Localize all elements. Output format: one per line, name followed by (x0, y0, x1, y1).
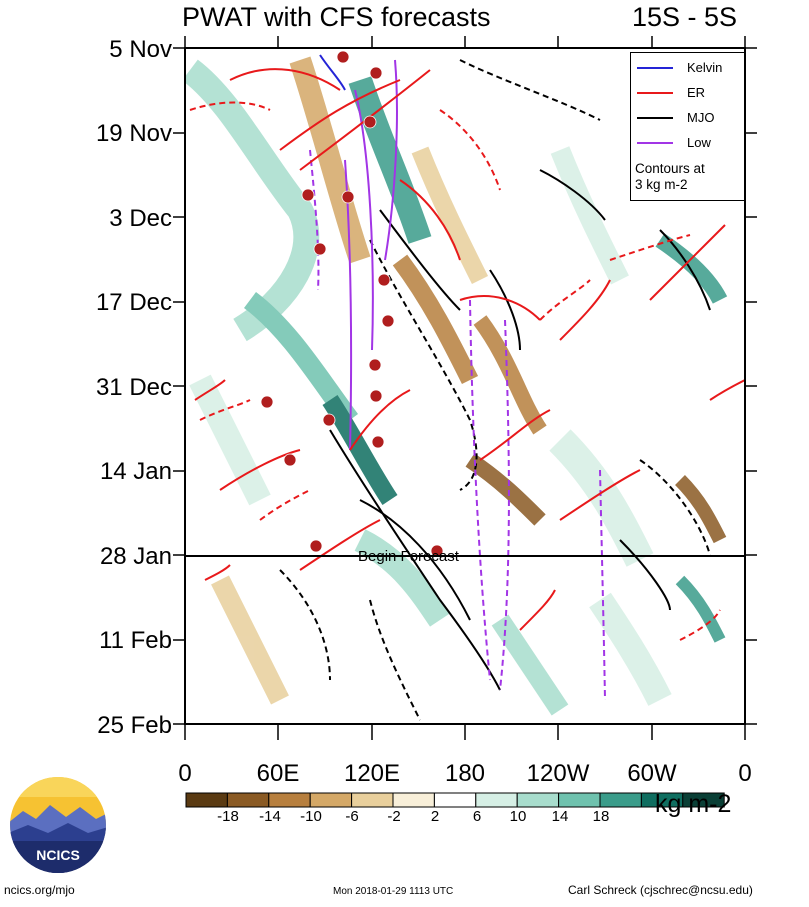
legend-item-kelvin: Kelvin (637, 60, 742, 75)
y-tick-label: 19 Nov (95, 120, 172, 147)
legend-label: ER (687, 85, 706, 100)
y-axis-ticks (173, 47, 757, 725)
x-axis-ticks (184, 36, 746, 740)
legend-label: Low (687, 135, 711, 150)
colorbar-swatch (682, 792, 725, 808)
logo-text: NCICS (36, 847, 80, 863)
legend-label: MJO (687, 110, 715, 125)
colorbar-label: -2 (387, 808, 401, 825)
x-tick-label: 120E (343, 760, 401, 787)
colorbar-swatch (309, 792, 353, 808)
colorbar-label: 10 (509, 808, 527, 825)
legend-label: Kelvin (687, 60, 723, 75)
y-tick-label: 11 Feb (99, 627, 172, 654)
colorbar-swatch (475, 792, 518, 808)
chart-title: PWAT with CFS forecasts (182, 2, 491, 32)
y-tick-label: 14 Jan (99, 458, 172, 485)
colorbar-label: 6 (472, 808, 482, 825)
legend-item-low: Low (637, 135, 742, 150)
colorbar-swatch (226, 792, 270, 808)
x-tick-label: 180 (444, 760, 486, 787)
x-tick-label: 120W (526, 760, 590, 787)
colorbar-swatch (558, 792, 601, 808)
x-tick-label: 60E (256, 760, 300, 787)
footer-left: ncics.org/mjo (4, 883, 75, 897)
y-tick-label: 3 Dec (109, 205, 172, 232)
colorbar-swatch (351, 792, 394, 808)
legend-item-mjo: MJO (637, 110, 742, 125)
colorbar-swatch (433, 792, 477, 808)
legend-item-er: ER (637, 85, 742, 100)
colorbar-swatch (268, 792, 311, 808)
colorbar-label: -18 (217, 808, 239, 825)
colorbar-label: 2 (430, 808, 440, 825)
colorbar-swatch (599, 792, 642, 808)
colorbar-units: kg m-2 (655, 790, 732, 818)
y-tick-label: 28 Jan (99, 543, 172, 570)
colorbar-swatch (185, 792, 228, 808)
footer-right: Carl Schreck (cjschrec@ncsu.edu) (568, 883, 753, 897)
legend-note: Contours at 3 kg m-2 (635, 161, 705, 193)
y-tick-label: 5 Nov (109, 36, 172, 63)
colorbar-swatch (392, 792, 435, 808)
colorbar-label: -6 (345, 808, 359, 825)
colorbar-label: 18 (592, 808, 610, 825)
x-tick-label: 60W (627, 760, 677, 787)
colorbar-label: -14 (259, 808, 281, 825)
colorbar-label: 14 (551, 808, 569, 825)
y-tick-label: 25 Feb (97, 712, 172, 739)
colorbar-label: -10 (300, 808, 322, 825)
legend-swatch (637, 117, 673, 119)
legend-swatch (637, 142, 673, 144)
colorbar (185, 792, 725, 808)
x-tick-label: 0 (738, 760, 752, 787)
y-tick-label: 31 Dec (95, 374, 172, 401)
y-tick-label: 17 Dec (95, 289, 172, 316)
begin-forecast-label: Begin Forecast (358, 548, 459, 565)
x-tick-label: 0 (178, 760, 192, 787)
legend-note-line: 3 kg m-2 (635, 177, 688, 192)
legend: Kelvin ER MJO Low Contours at 3 kg m-2 (630, 52, 745, 201)
colorbar-swatch (516, 792, 560, 808)
legend-swatch (637, 67, 673, 69)
legend-note-line: Contours at (635, 161, 705, 176)
region-label: 15S - 5S (632, 2, 738, 32)
ncics-logo: NCICS (10, 777, 106, 873)
footer-center: Mon 2018-01-29 1113 UTC (333, 886, 454, 897)
legend-swatch (637, 92, 673, 94)
anomaly-shading (185, 50, 745, 721)
